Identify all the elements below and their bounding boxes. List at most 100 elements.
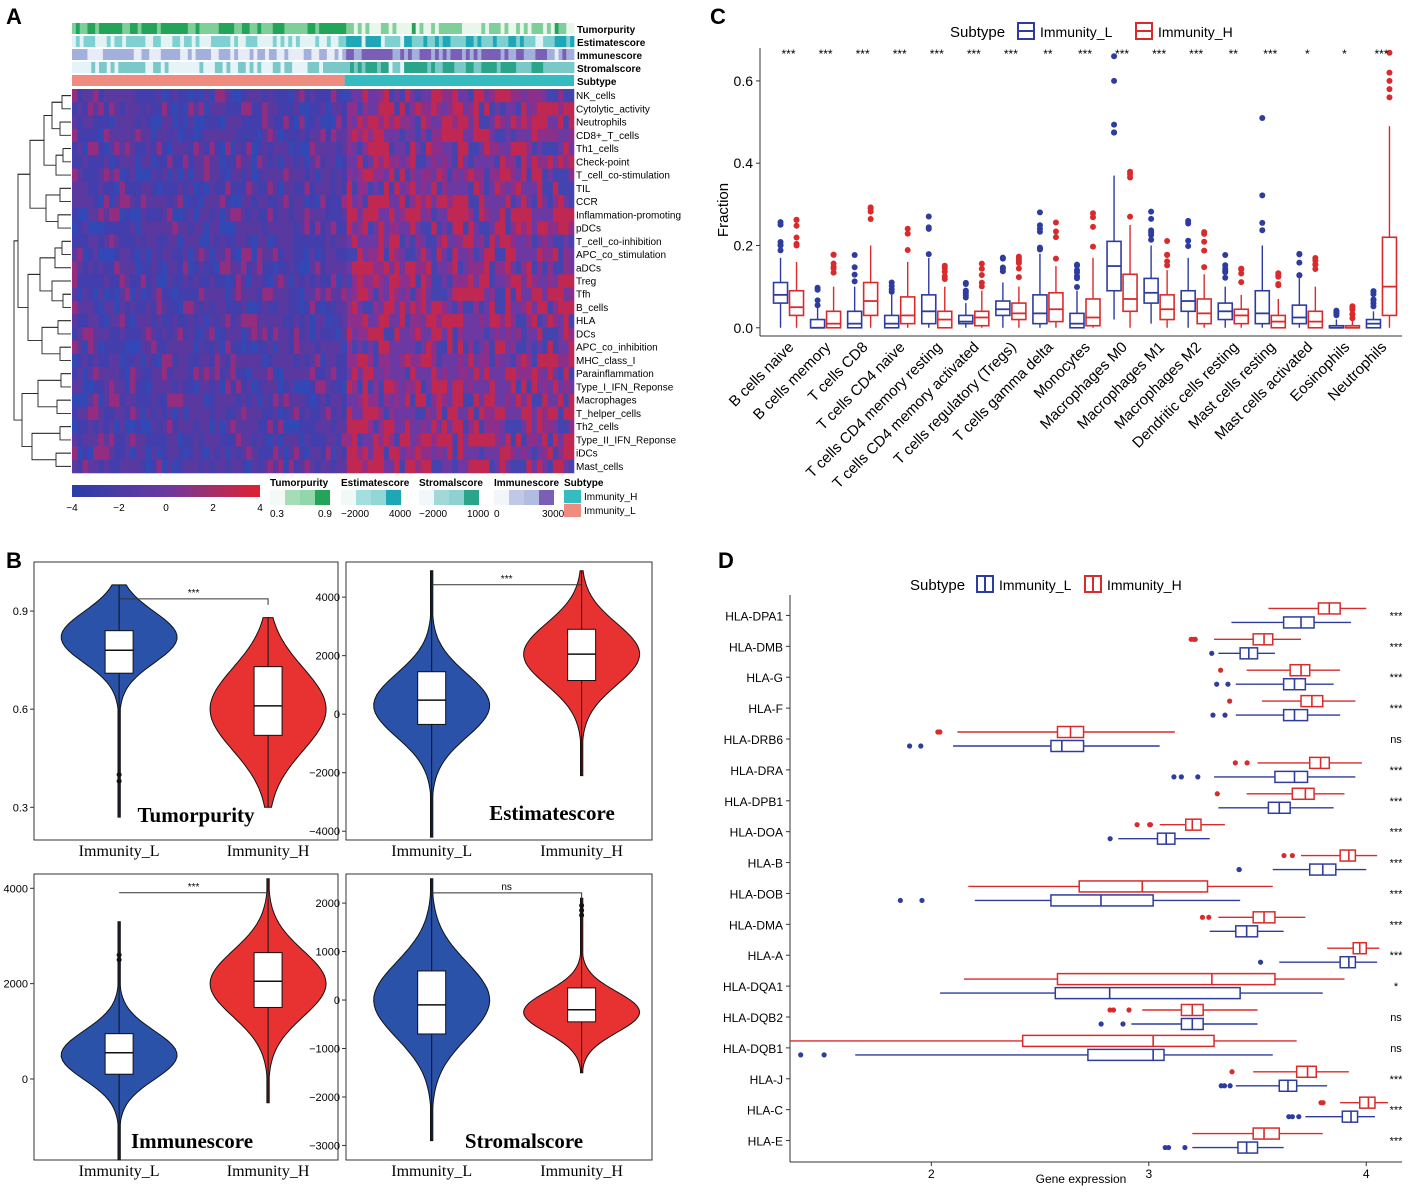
heatmap-cell <box>563 181 570 196</box>
heatmap-cell <box>204 353 210 368</box>
heatmap-cell <box>167 155 173 169</box>
heatmap-cell <box>124 353 131 368</box>
significance-bracket <box>119 598 269 605</box>
heatmap-cell <box>362 367 369 381</box>
annotation-cell <box>388 23 393 34</box>
heatmap-cell <box>156 340 163 355</box>
annotation-cell <box>539 62 544 73</box>
heatmap-cell <box>119 128 126 143</box>
outlier-point <box>851 278 858 285</box>
heatmap-cell <box>140 287 147 302</box>
heatmap-cell <box>193 367 200 381</box>
annotation-cell <box>106 23 112 34</box>
heatmap-cell <box>204 221 210 235</box>
heatmap-cell <box>182 393 189 408</box>
heatmap-cell <box>188 446 194 461</box>
annotation-cell <box>558 23 563 34</box>
heatmap-row-label: MHC_class_I <box>576 356 635 367</box>
outlier-point <box>1296 259 1303 266</box>
heatmap-cell <box>378 181 385 196</box>
annotation-cell <box>330 62 335 73</box>
heatmap-cell <box>505 168 511 182</box>
heatmap-cell <box>230 300 237 315</box>
heatmap-cell <box>167 327 173 341</box>
heatmap-cell <box>330 234 337 249</box>
heatmap-cell <box>204 128 210 143</box>
heatmap-cell <box>394 353 400 368</box>
heatmap-cell <box>526 128 533 143</box>
annotation-cell <box>346 23 351 34</box>
annotation-cell <box>446 62 451 73</box>
heatmap-cell <box>251 433 258 447</box>
heatmap-cell <box>193 194 200 209</box>
y-tick-label: 1000 <box>316 947 340 959</box>
annotation-track-labels: TumorpurityEstimatescoreImmunescoreStrom… <box>577 25 646 88</box>
heatmap-cell <box>526 340 533 355</box>
heatmap-cell <box>151 128 157 143</box>
heatmap-cell <box>140 221 147 235</box>
heatmap-cell <box>251 314 258 328</box>
heatmap-cell <box>373 102 379 116</box>
heatmap-cell <box>283 393 289 408</box>
heatmap-cell <box>373 420 379 434</box>
significance-label: *** <box>782 47 796 61</box>
heatmap-cell <box>431 89 437 103</box>
heatmap-cell <box>378 353 385 368</box>
heatmap-cell <box>130 353 136 368</box>
heatmap-cell <box>182 155 189 169</box>
heatmap-cell <box>558 115 564 130</box>
heatmap-cell <box>473 274 480 288</box>
heatmap-cell <box>426 433 432 447</box>
heatmap-cell <box>304 274 311 288</box>
heatmap-cell <box>389 287 395 302</box>
annotation-cell <box>473 62 478 73</box>
heatmap-cell <box>151 141 157 156</box>
heatmap-cell <box>72 314 78 328</box>
heatmap-cell <box>198 141 205 156</box>
annotation-cell <box>238 23 243 34</box>
heatmap-cell <box>420 406 427 421</box>
heatmap-cell <box>500 459 506 474</box>
heatmap-cell <box>420 433 427 447</box>
heatmap-cell <box>103 393 110 408</box>
heatmap-cell <box>431 155 437 169</box>
heatmap-cell <box>130 115 136 130</box>
outlier-point <box>1147 822 1153 828</box>
heatmap-cell <box>262 314 268 328</box>
heatmap-cell <box>230 89 237 103</box>
heatmap-cell <box>214 420 221 434</box>
heatmap-cell <box>452 287 459 302</box>
heatmap-cell <box>367 274 374 288</box>
heatmap-cell <box>130 168 136 182</box>
heatmap-cell <box>357 420 363 434</box>
heatmap-cell <box>510 340 517 355</box>
heatmap-cell <box>299 141 305 156</box>
heatmap-cell <box>225 327 231 341</box>
heatmap-cell <box>526 208 533 222</box>
heatmap-cell <box>415 194 422 209</box>
heatmap-cell <box>230 115 237 130</box>
heatmap-cell <box>515 287 522 302</box>
heatmap-cell <box>288 115 295 130</box>
heatmap-row-label: T_cell_co-stimulation <box>576 171 670 182</box>
box-body <box>1307 310 1324 329</box>
heatmap-cell <box>341 168 348 182</box>
heatmap-cell <box>209 155 215 169</box>
heatmap-cell <box>72 208 78 222</box>
heatmap-cell <box>93 181 99 196</box>
x-tick-label: Immunity_L <box>391 843 472 860</box>
heatmap-cell <box>431 459 437 474</box>
heatmap-cell <box>526 181 533 196</box>
outlier-point <box>1074 262 1080 269</box>
heatmap-cell <box>526 115 533 130</box>
heatmap-cell <box>531 274 538 288</box>
annotation-cell <box>265 36 270 47</box>
annotation-cell <box>400 49 405 60</box>
heatmap-cell <box>140 340 147 355</box>
heatmap-cell <box>494 168 501 182</box>
heatmap-cell <box>161 155 168 169</box>
heatmap-cell <box>510 300 517 315</box>
heatmap-cell <box>463 89 469 103</box>
heatmap-cell <box>246 393 252 408</box>
outlier-point <box>1222 274 1229 281</box>
